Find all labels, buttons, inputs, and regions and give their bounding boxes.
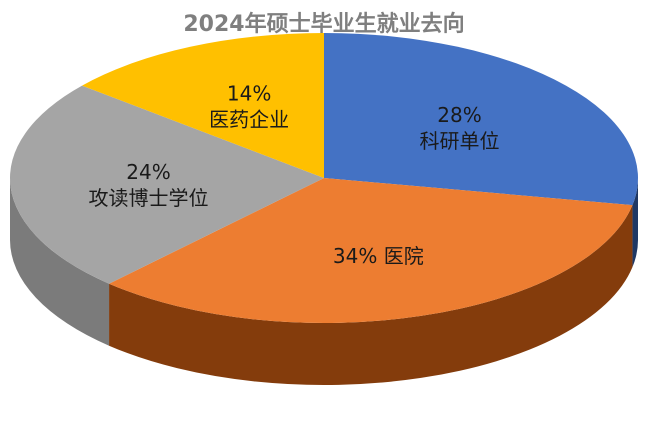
slice-4: [82, 32, 325, 178]
slice-3-category-label: 攻读博士学位: [89, 186, 209, 210]
slice-1: [324, 33, 639, 206]
slice-3-value-label: 24%: [126, 160, 170, 184]
slice-2-value-label: 34%: [333, 244, 384, 268]
slice-3-side: [10, 178, 110, 346]
slice-2: [109, 178, 633, 324]
chart-title: 2024年硕士毕业生就业去向: [183, 12, 465, 37]
slice-2-label: 34% 医院: [333, 244, 424, 268]
slice-1-category-label: 科研单位: [419, 129, 499, 153]
slice-2-category-label: 医院: [384, 244, 424, 268]
slice-4-value-label: 14%: [227, 82, 271, 106]
slice-3: [10, 85, 325, 284]
slice-2-side: [109, 205, 633, 385]
slice-4-category-label: 医药企业: [209, 108, 289, 132]
slice-1-value-label: 28%: [437, 103, 481, 127]
slice-1-side: [632, 178, 638, 268]
